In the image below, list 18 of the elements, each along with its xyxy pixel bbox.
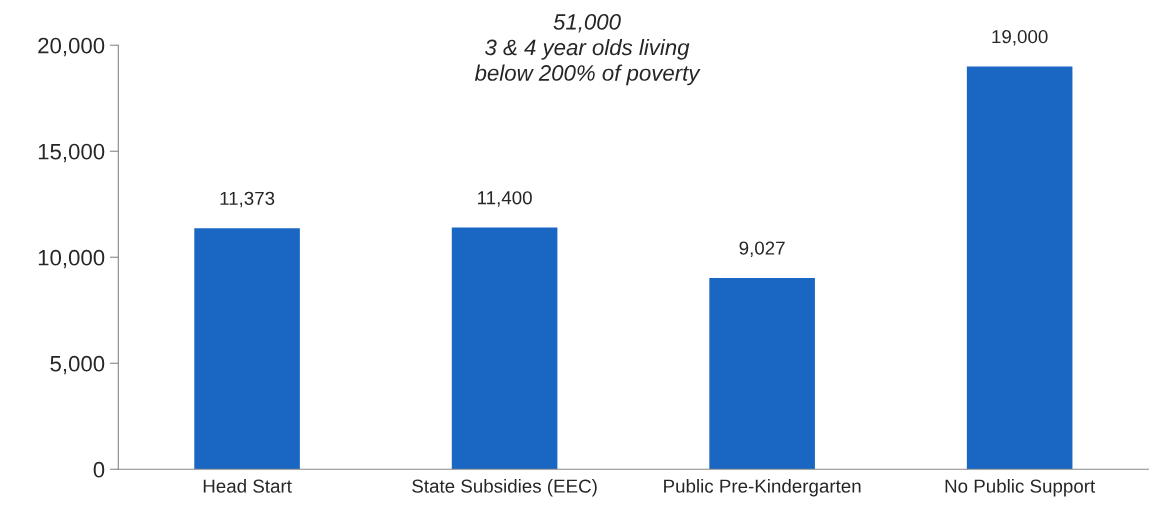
data-label: 19,000 — [992, 30, 1048, 46]
x-tick-label: Public Pre-Kindergarten — [664, 479, 861, 497]
bar — [709, 277, 815, 470]
bar — [966, 66, 1073, 470]
x-tick-label: State Subsidies (EEC) — [412, 479, 597, 497]
annotation: 51,000 3 & 4 year olds living below 200% of poverty — [474, 14, 701, 86]
bar — [451, 227, 558, 470]
data-label: 11,400 — [478, 191, 532, 207]
bar — [194, 228, 300, 470]
data-label: 11,373 — [220, 191, 275, 208]
y-tick-label: 20,000 — [38, 37, 105, 57]
x-tick-label: Head Start — [203, 479, 292, 493]
data-label: 9,027 — [739, 241, 785, 257]
y-tick-label: 0 — [93, 461, 105, 478]
x-tick-label: No Public Support — [945, 479, 1096, 497]
y-tick-label: 5,000 — [50, 355, 105, 375]
y-tick-label: 15,000 — [38, 143, 105, 163]
y-tick-label: 10,000 — [38, 249, 105, 269]
